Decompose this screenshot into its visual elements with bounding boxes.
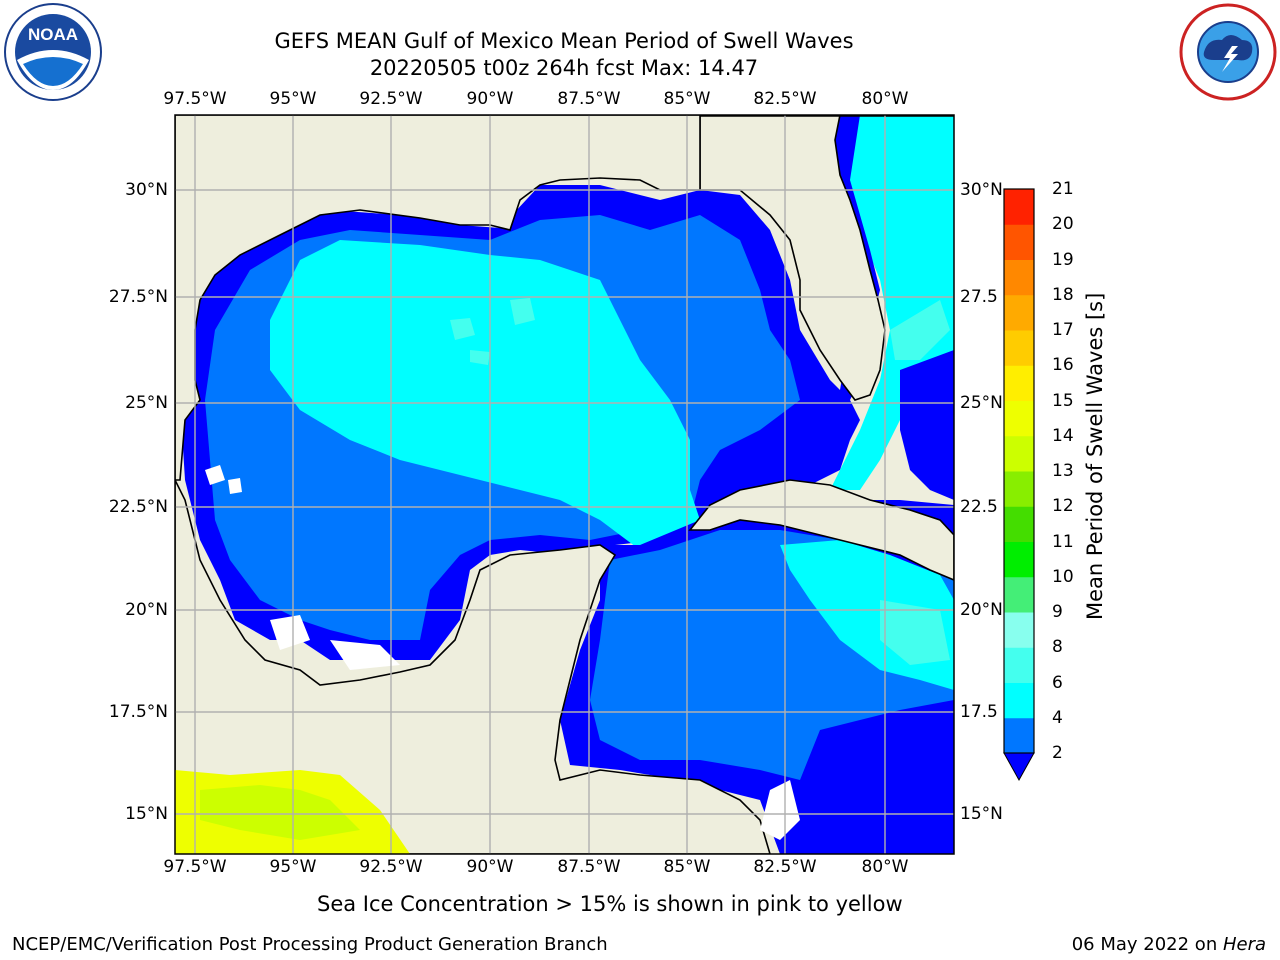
map-title: GEFS MEAN Gulf of Mexico Mean Period of … <box>274 29 854 53</box>
colorbar-tick: 2 <box>1052 743 1063 763</box>
lon-tick-bottom: 97.5°W <box>163 857 227 877</box>
lat-tick-left: 25°N <box>125 393 168 413</box>
colorbar-label: Mean Period of Swell Waves [s] <box>1083 292 1107 620</box>
lon-tick-top: 87.5°W <box>557 89 621 109</box>
lon-tick-bottom: 90°W <box>466 857 514 877</box>
colorbar-tick: 13 <box>1052 461 1074 481</box>
colorbar-tick: 9 <box>1052 602 1063 622</box>
lon-tick-top: 90°W <box>466 89 514 109</box>
colorbar-segment <box>1004 612 1034 648</box>
colorbar-tick: 15 <box>1052 390 1074 411</box>
colorbar-segment <box>1004 365 1034 401</box>
colorbar-tick: 14 <box>1052 425 1074 446</box>
lat-tick-right: 22.5 <box>960 497 998 517</box>
map-subtitle: 20220505 t00z 264h fcst Max: 14.47 <box>369 56 759 80</box>
cuba-land <box>688 479 954 581</box>
lat-tick-left: 30°N <box>125 180 168 200</box>
colorbar-segment <box>1004 717 1034 754</box>
colorbar-tick: 11 <box>1052 531 1074 552</box>
lat-tick-left: 20°N <box>125 600 168 620</box>
colorbar-tick: 6 <box>1052 672 1063 693</box>
colorbar-tick: 10 <box>1052 566 1074 587</box>
atlantic-water <box>830 115 954 490</box>
lat-tick-right: 17.5 <box>960 702 998 722</box>
sea-ice-note: Sea Ice Concentration > 15% is shown in … <box>317 892 903 916</box>
colorbar-tick: 8 <box>1052 637 1063 658</box>
colorbar-segment <box>1004 682 1034 719</box>
gulf-north-coast <box>175 115 701 481</box>
nws-logo <box>1178 2 1278 102</box>
lat-tick-right: 27.5 <box>960 287 998 307</box>
colorbar-tick: 20 <box>1052 214 1074 235</box>
map-gridlines <box>175 115 954 854</box>
lat-tick-left: 27.5°N <box>108 287 168 307</box>
footer-date: 06 May 2022 on <box>1071 934 1223 955</box>
colorbar-tick: 17 <box>1052 320 1074 340</box>
colorbar-segment <box>1004 294 1034 331</box>
colorbar-segment <box>1004 189 1034 225</box>
colorbar-tick: 4 <box>1052 707 1063 728</box>
mexico-land <box>175 479 771 854</box>
colorbar-segment <box>1004 400 1034 437</box>
colorbar-segment <box>1004 224 1034 260</box>
colorbar-segment <box>1004 506 1034 542</box>
lat-tick-right: 25°N <box>960 393 1003 413</box>
noaa-logo-text: NOAA <box>28 25 78 44</box>
lon-tick-top: 95°W <box>269 89 317 109</box>
noaa-logo: NOAA <box>3 2 103 102</box>
lat-tick-left: 22.5°N <box>108 497 168 517</box>
footer-right: 06 May 2022 on Hera <box>1072 934 1266 955</box>
colorbar-tick: 12 <box>1052 496 1074 517</box>
colorbar-segment <box>1004 471 1034 507</box>
colorbar-extension <box>1003 752 1035 782</box>
lon-tick-top: 97.5°W <box>163 89 227 109</box>
colorbar-segment <box>1004 647 1034 683</box>
colorbar-tick: 16 <box>1052 355 1074 376</box>
colorbar-segment <box>1004 330 1034 366</box>
lon-tick-bottom: 95°W <box>269 857 317 877</box>
footer-left: NCEP/EMC/Verification Post Processing Pr… <box>12 934 608 955</box>
lat-tick-right: 20°N <box>960 600 1003 620</box>
lat-tick-right: 30°N <box>960 180 1003 200</box>
lon-tick-bottom: 92.5°W <box>359 857 423 877</box>
colorbar-segment <box>1004 541 1034 578</box>
lon-tick-bottom: 87.5°W <box>557 857 621 877</box>
lon-tick-top: 92.5°W <box>359 89 423 109</box>
lon-tick-bottom: 85°W <box>663 857 711 877</box>
lon-tick-bottom: 82.5°W <box>753 857 817 877</box>
lat-tick-left: 17.5°N <box>108 702 168 722</box>
lat-tick-left: 15°N <box>125 804 168 824</box>
lon-tick-bottom: 80°W <box>861 857 909 877</box>
colorbar <box>1003 188 1035 782</box>
colorbar-tick: 18 <box>1052 284 1074 305</box>
gulf-cyan <box>270 240 700 560</box>
colorbar-tick: 19 <box>1052 249 1074 270</box>
colorbar-segment <box>1004 259 1034 296</box>
lat-tick-right: 15°N <box>960 804 1003 824</box>
lon-tick-top: 85°W <box>663 89 711 109</box>
footer-host: Hera <box>1222 934 1266 955</box>
colorbar-segment <box>1004 435 1034 472</box>
lon-tick-top: 80°W <box>861 89 909 109</box>
colorbar-tick: 21 <box>1052 179 1074 199</box>
lon-tick-top: 82.5°W <box>753 89 817 109</box>
colorbar-segment <box>1004 576 1034 613</box>
map-frame <box>174 114 955 855</box>
